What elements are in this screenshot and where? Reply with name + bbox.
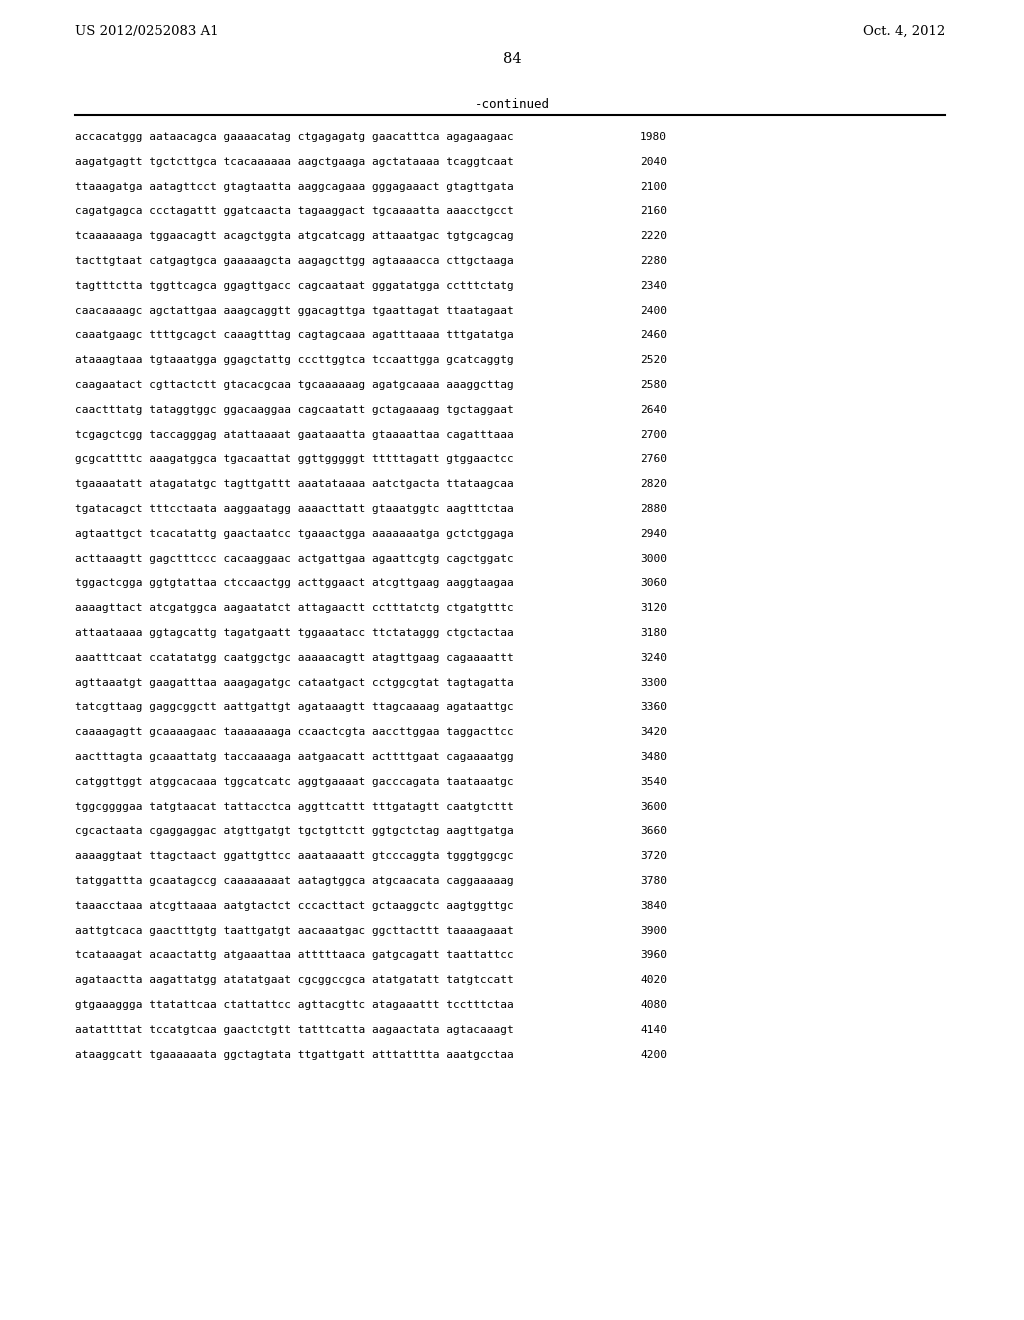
Text: 3960: 3960 <box>640 950 667 961</box>
Text: 2400: 2400 <box>640 306 667 315</box>
Text: aagatgagtt tgctcttgca tcacaaaaaa aagctgaaga agctataaaa tcaggtcaat: aagatgagtt tgctcttgca tcacaaaaaa aagctga… <box>75 157 514 166</box>
Text: aaatttcaat ccatatatgg caatggctgc aaaaacagtt atagttgaag cagaaaattt: aaatttcaat ccatatatgg caatggctgc aaaaaca… <box>75 653 514 663</box>
Text: 1980: 1980 <box>640 132 667 143</box>
Text: 4140: 4140 <box>640 1024 667 1035</box>
Text: tcataaagat acaactattg atgaaattaa atttttaaca gatgcagatt taattattcc: tcataaagat acaactattg atgaaattaa attttta… <box>75 950 514 961</box>
Text: 84: 84 <box>503 51 521 66</box>
Text: 2160: 2160 <box>640 206 667 216</box>
Text: 3420: 3420 <box>640 727 667 737</box>
Text: tatcgttaag gaggcggctt aattgattgt agataaagtt ttagcaaaag agataattgc: tatcgttaag gaggcggctt aattgattgt agataaa… <box>75 702 514 713</box>
Text: tagtttctta tggttcagca ggagttgacc cagcaataat gggatatgga cctttctatg: tagtttctta tggttcagca ggagttgacc cagcaat… <box>75 281 514 290</box>
Text: 3660: 3660 <box>640 826 667 837</box>
Text: 3360: 3360 <box>640 702 667 713</box>
Text: cgcactaata cgaggaggac atgttgatgt tgctgttctt ggtgctctag aagttgatga: cgcactaata cgaggaggac atgttgatgt tgctgtt… <box>75 826 514 837</box>
Text: 3720: 3720 <box>640 851 667 861</box>
Text: catggttggt atggcacaaa tggcatcatc aggtgaaaat gacccagata taataaatgc: catggttggt atggcacaaa tggcatcatc aggtgaa… <box>75 776 514 787</box>
Text: 2640: 2640 <box>640 405 667 414</box>
Text: agttaaatgt gaagatttaa aaagagatgc cataatgact cctggcgtat tagtagatta: agttaaatgt gaagatttaa aaagagatgc cataatg… <box>75 677 514 688</box>
Text: caactttatg tataggtggc ggacaaggaa cagcaatatt gctagaaaag tgctaggaat: caactttatg tataggtggc ggacaaggaa cagcaat… <box>75 405 514 414</box>
Text: 3600: 3600 <box>640 801 667 812</box>
Text: tcgagctcgg taccagggag atattaaaat gaataaatta gtaaaattaa cagatttaaa: tcgagctcgg taccagggag atattaaaat gaataaa… <box>75 429 514 440</box>
Text: 3000: 3000 <box>640 553 667 564</box>
Text: -continued: -continued <box>474 98 550 111</box>
Text: 2100: 2100 <box>640 182 667 191</box>
Text: ataaggcatt tgaaaaaata ggctagtata ttgattgatt atttatttta aaatgcctaa: ataaggcatt tgaaaaaata ggctagtata ttgattg… <box>75 1049 514 1060</box>
Text: agtaattgct tcacatattg gaactaatcc tgaaactgga aaaaaaatga gctctggaga: agtaattgct tcacatattg gaactaatcc tgaaact… <box>75 529 514 539</box>
Text: 2280: 2280 <box>640 256 667 267</box>
Text: 3900: 3900 <box>640 925 667 936</box>
Text: tatggattta gcaatagccg caaaaaaaat aatagtggca atgcaacata caggaaaaag: tatggattta gcaatagccg caaaaaaaat aatagtg… <box>75 876 514 886</box>
Text: US 2012/0252083 A1: US 2012/0252083 A1 <box>75 25 219 38</box>
Text: 2460: 2460 <box>640 330 667 341</box>
Text: tggcggggaa tatgtaacat tattacctca aggttcattt tttgatagtt caatgtcttt: tggcggggaa tatgtaacat tattacctca aggttca… <box>75 801 514 812</box>
Text: 3060: 3060 <box>640 578 667 589</box>
Text: 3240: 3240 <box>640 653 667 663</box>
Text: ataaagtaaa tgtaaatgga ggagctattg cccttggtca tccaattgga gcatcaggtg: ataaagtaaa tgtaaatgga ggagctattg cccttgg… <box>75 355 514 366</box>
Text: tacttgtaat catgagtgca gaaaaagcta aagagcttgg agtaaaacca cttgctaaga: tacttgtaat catgagtgca gaaaaagcta aagagct… <box>75 256 514 267</box>
Text: Oct. 4, 2012: Oct. 4, 2012 <box>863 25 945 38</box>
Text: 2580: 2580 <box>640 380 667 389</box>
Text: 3840: 3840 <box>640 900 667 911</box>
Text: tggactcgga ggtgtattaa ctccaactgg acttggaact atcgttgaag aaggtaagaa: tggactcgga ggtgtattaa ctccaactgg acttgga… <box>75 578 514 589</box>
Text: aattgtcaca gaactttgtg taattgatgt aacaaatgac ggcttacttt taaaagaaat: aattgtcaca gaactttgtg taattgatgt aacaaat… <box>75 925 514 936</box>
Text: attaataaaa ggtagcattg tagatgaatt tggaaatacc ttctataggg ctgctactaa: attaataaaa ggtagcattg tagatgaatt tggaaat… <box>75 628 514 638</box>
Text: aaaaggtaat ttagctaact ggattgttcc aaataaaatt gtcccaggta tgggtggcgc: aaaaggtaat ttagctaact ggattgttcc aaataaa… <box>75 851 514 861</box>
Text: taaacctaaa atcgttaaaa aatgtactct cccacttact gctaaggctc aagtggttgc: taaacctaaa atcgttaaaa aatgtactct cccactt… <box>75 900 514 911</box>
Text: aatattttat tccatgtcaa gaactctgtt tatttcatta aagaactata agtacaaagt: aatattttat tccatgtcaa gaactctgtt tatttca… <box>75 1024 514 1035</box>
Text: 3180: 3180 <box>640 628 667 638</box>
Text: 2880: 2880 <box>640 504 667 513</box>
Text: 2760: 2760 <box>640 454 667 465</box>
Text: 2700: 2700 <box>640 429 667 440</box>
Text: 3120: 3120 <box>640 603 667 614</box>
Text: caagaatact cgttactctt gtacacgcaa tgcaaaaaag agatgcaaaa aaaggcttag: caagaatact cgttactctt gtacacgcaa tgcaaaa… <box>75 380 514 389</box>
Text: aaaagttact atcgatggca aagaatatct attagaactt cctttatctg ctgatgtttc: aaaagttact atcgatggca aagaatatct attagaa… <box>75 603 514 614</box>
Text: 4200: 4200 <box>640 1049 667 1060</box>
Text: 3540: 3540 <box>640 776 667 787</box>
Text: gtgaaaggga ttatattcaa ctattattcc agttacgttc atagaaattt tcctttctaa: gtgaaaggga ttatattcaa ctattattcc agttacg… <box>75 1001 514 1010</box>
Text: 2340: 2340 <box>640 281 667 290</box>
Text: 4080: 4080 <box>640 1001 667 1010</box>
Text: tgaaaatatt atagatatgc tagttgattt aaatataaaa aatctgacta ttataagcaa: tgaaaatatt atagatatgc tagttgattt aaatata… <box>75 479 514 490</box>
Text: tcaaaaaaga tggaacagtt acagctggta atgcatcagg attaaatgac tgtgcagcag: tcaaaaaaga tggaacagtt acagctggta atgcatc… <box>75 231 514 242</box>
Text: 3480: 3480 <box>640 752 667 762</box>
Text: aactttagta gcaaattatg taccaaaaga aatgaacatt acttttgaat cagaaaatgg: aactttagta gcaaattatg taccaaaaga aatgaac… <box>75 752 514 762</box>
Text: accacatggg aataacagca gaaaacatag ctgagagatg gaacatttca agagaagaac: accacatggg aataacagca gaaaacatag ctgagag… <box>75 132 514 143</box>
Text: caaaagagtt gcaaaagaac taaaaaaaga ccaactcgta aaccttggaa taggacttcc: caaaagagtt gcaaaagaac taaaaaaaga ccaactc… <box>75 727 514 737</box>
Text: 3780: 3780 <box>640 876 667 886</box>
Text: gcgcattttc aaagatggca tgacaattat ggttgggggt tttttagatt gtggaactcc: gcgcattttc aaagatggca tgacaattat ggttggg… <box>75 454 514 465</box>
Text: ttaaagatga aatagttcct gtagtaatta aaggcagaaa gggagaaact gtagttgata: ttaaagatga aatagttcct gtagtaatta aaggcag… <box>75 182 514 191</box>
Text: 2040: 2040 <box>640 157 667 166</box>
Text: 4020: 4020 <box>640 975 667 985</box>
Text: acttaaagtt gagctttccc cacaaggaac actgattgaa agaattcgtg cagctggatc: acttaaagtt gagctttccc cacaaggaac actgatt… <box>75 553 514 564</box>
Text: 2520: 2520 <box>640 355 667 366</box>
Text: 2940: 2940 <box>640 529 667 539</box>
Text: cagatgagca ccctagattt ggatcaacta tagaaggact tgcaaaatta aaacctgcct: cagatgagca ccctagattt ggatcaacta tagaagg… <box>75 206 514 216</box>
Text: agataactta aagattatgg atatatgaat cgcggccgca atatgatatt tatgtccatt: agataactta aagattatgg atatatgaat cgcggcc… <box>75 975 514 985</box>
Text: 2820: 2820 <box>640 479 667 490</box>
Text: 2220: 2220 <box>640 231 667 242</box>
Text: tgatacagct tttcctaata aaggaatagg aaaacttatt gtaaatggtc aagtttctaa: tgatacagct tttcctaata aaggaatagg aaaactt… <box>75 504 514 513</box>
Text: 3300: 3300 <box>640 677 667 688</box>
Text: caacaaaagc agctattgaa aaagcaggtt ggacagttga tgaattagat ttaatagaat: caacaaaagc agctattgaa aaagcaggtt ggacagt… <box>75 306 514 315</box>
Text: caaatgaagc ttttgcagct caaagtttag cagtagcaaa agatttaaaa tttgatatga: caaatgaagc ttttgcagct caaagtttag cagtagc… <box>75 330 514 341</box>
